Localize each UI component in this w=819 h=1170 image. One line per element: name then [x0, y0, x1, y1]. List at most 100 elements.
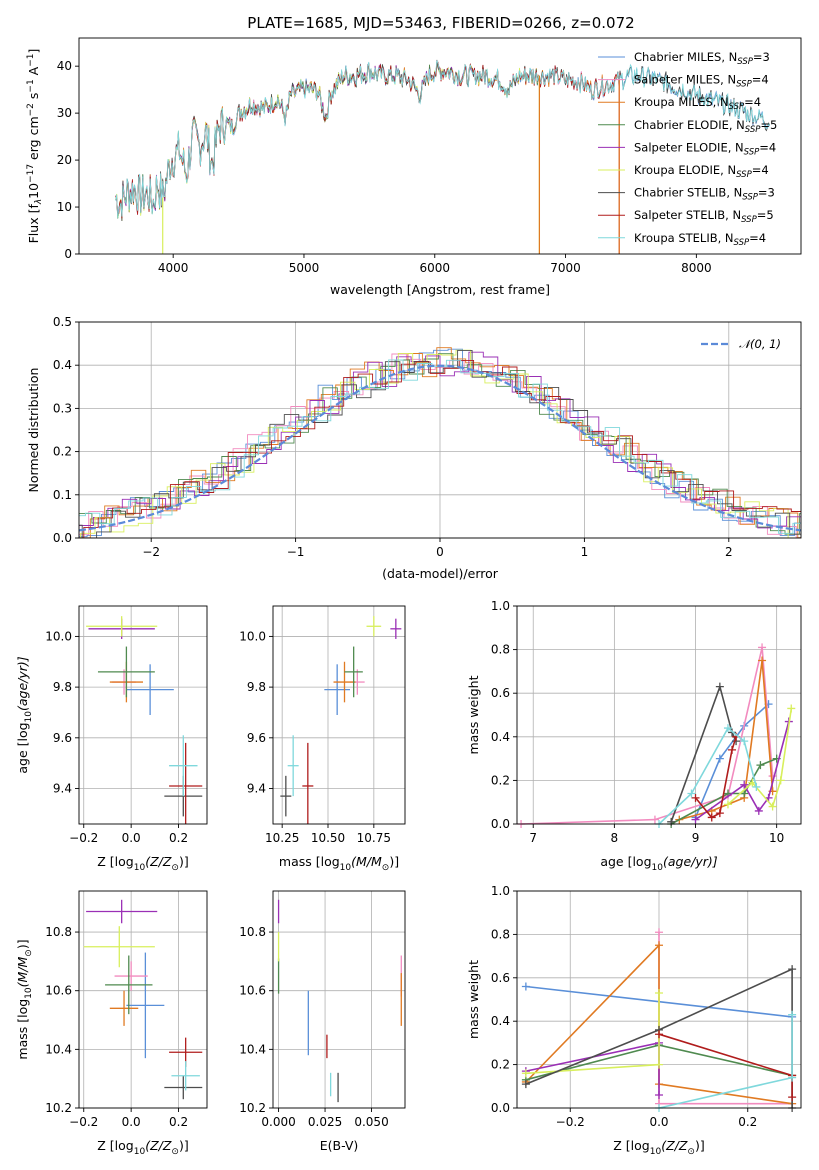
- label-part: SSP: [744, 147, 760, 157]
- spectrum-frame: [78, 37, 802, 255]
- series-krou_stelib: [655, 1010, 797, 1112]
- label-part: −1: [26, 54, 36, 67]
- histogram-krou_stelib: [79, 359, 801, 534]
- y-tick-label: 10: [57, 200, 72, 214]
- label-part: Kroupa MILES, N: [634, 95, 729, 109]
- legend-label-krou_elodie: Kroupa ELODIE, NSSP=4: [634, 163, 769, 180]
- label-part: 10: [24, 987, 34, 999]
- errorbar-krou_stelib: [169, 735, 198, 797]
- x-tick-label: 0.050: [354, 1115, 388, 1129]
- marker-krou_elodie: [776, 776, 785, 785]
- errorbar-chab_elodie: [105, 955, 153, 1015]
- errorbar-salp_elodie: [86, 899, 158, 924]
- y-axis-label: age [log10(age/yr)]: [15, 656, 34, 773]
- x-tick-label: 2: [725, 545, 733, 559]
- label-part: (Z/Z: [145, 1138, 172, 1153]
- y-tick-label: 10.4: [239, 1042, 266, 1056]
- histogram-chab_miles: [79, 348, 801, 538]
- x-tick-label: −0.2: [556, 1115, 585, 1129]
- x-tick-label: 0.2: [738, 1115, 757, 1129]
- marker-krou_stelib: [788, 1010, 797, 1019]
- marker-chab_stelib: [728, 728, 737, 737]
- label-part: =5: [760, 118, 777, 132]
- label-part: 10: [134, 1147, 146, 1157]
- x-tick-label: 0.2: [169, 1115, 188, 1129]
- marker-krou_elodie: [768, 802, 777, 811]
- label-part: 10: [26, 183, 41, 199]
- spectrum-lines: [115, 59, 770, 254]
- label-part: SSP: [737, 57, 753, 67]
- label-part: =5: [757, 208, 774, 222]
- label-part: =4: [749, 231, 766, 245]
- label-part: Z [log: [97, 1138, 133, 1153]
- y-tick-label: 20: [57, 153, 72, 167]
- y-tick-label: 0.6: [491, 971, 510, 985]
- histogram-chab_stelib: [79, 349, 801, 538]
- y-axis-label: mass weight: [466, 960, 481, 1039]
- label-part: λ: [34, 199, 44, 205]
- weight_vs_age-lines: [517, 643, 796, 828]
- marker-salp_elodie: [655, 1090, 663, 1099]
- label-part: ⊙: [171, 863, 179, 873]
- label-part: SSP: [729, 102, 745, 112]
- label-part: SSP: [734, 238, 750, 248]
- label-part: 10: [134, 863, 146, 873]
- gaussian-curve: [79, 364, 801, 532]
- x-tick-label: 0.025: [308, 1115, 342, 1129]
- label-part: =4: [759, 140, 776, 154]
- figure-title: PLATE=1685, MJD=53463, FIBERID=0266, z=0…: [247, 14, 634, 32]
- label-part: (Z/Z: [661, 1138, 688, 1153]
- x-tick-label: 0: [436, 545, 444, 559]
- marker-krou_miles: [655, 941, 663, 950]
- label-part: 10: [652, 863, 664, 873]
- errorbar-krou_miles: [109, 990, 139, 1026]
- y-tick-label: 9.6: [247, 731, 266, 745]
- label-part: Flux [f: [26, 204, 41, 244]
- legend-label-salp_stelib: Salpeter STELIB, NSSP=5: [634, 208, 774, 225]
- age_vs_z-axes: −0.2 0.0 0.2 9.4 9.6 9.8 10.0: [45, 606, 207, 845]
- errorbar-krou_elodie: [366, 616, 382, 637]
- y-tick-label: 0.1: [53, 488, 72, 502]
- y-tick-label: 10.0: [45, 629, 72, 643]
- weight_vs_z-axes: −0.2 0.0 0.2 0.0 0.2 0.4 0.6 0.8 1.0: [491, 884, 801, 1129]
- series-krou_stelib: [655, 724, 761, 828]
- y-tick-label: 30: [57, 106, 72, 120]
- y-tick-label: 0: [64, 247, 72, 261]
- label-part: (age/yr)]: [663, 854, 718, 869]
- mass_vs_ebv-axes: 0.000 0.025 0.050 10.2 10.4 10.6 10.8: [239, 891, 405, 1129]
- x-tick-label: 5000: [289, 261, 320, 275]
- label-part: s: [26, 93, 41, 104]
- x-tick-label: 7: [529, 831, 537, 845]
- y-tick-label: 10.2: [45, 1101, 72, 1115]
- mass_vs_ebv-frame: [272, 890, 406, 1109]
- y-tick-label: 0.4: [491, 730, 510, 744]
- label-part: age [log: [600, 854, 651, 869]
- errorbar-salp_elodie: [390, 618, 402, 639]
- spectrum-axes: 4000 5000 6000 7000 8000 0 10 20 30 40: [57, 59, 770, 275]
- y-tick-label: 0.2: [491, 1058, 510, 1072]
- legend-label-chab_stelib: Chabrier STELIB, NSSP=3: [634, 186, 775, 203]
- marker-salp_stelib: [691, 793, 700, 802]
- legend-label-chab_elodie: Chabrier ELODIE, NSSP=5: [634, 118, 777, 135]
- marker-salp_stelib: [707, 813, 716, 822]
- marker-krou_stelib: [740, 737, 749, 746]
- x-tick-label: 10.50: [311, 831, 345, 845]
- x-tick-label: −0.2: [69, 831, 98, 845]
- age_vs_z-frame: [78, 605, 208, 825]
- label-part: Salpeter ELODIE, N: [634, 140, 744, 154]
- label-part: =3: [758, 186, 775, 200]
- series-krou_elodie: [723, 704, 796, 811]
- label-part: SSP: [742, 193, 758, 203]
- y-tick-label: 1.0: [491, 599, 510, 613]
- x-tick-label: −1: [287, 545, 305, 559]
- x-tick-label: 7000: [550, 261, 581, 275]
- line-salp_miles: [658, 932, 793, 1105]
- errorbar-krou_stelib: [287, 735, 299, 797]
- y-tick-label: 0.3: [53, 401, 72, 415]
- errorbar-chab_miles: [126, 664, 174, 715]
- label-part: =3: [753, 50, 770, 64]
- residuals-frame: [78, 321, 802, 539]
- label-part: Z [log: [613, 1138, 649, 1153]
- x-tick-label: 8: [611, 831, 619, 845]
